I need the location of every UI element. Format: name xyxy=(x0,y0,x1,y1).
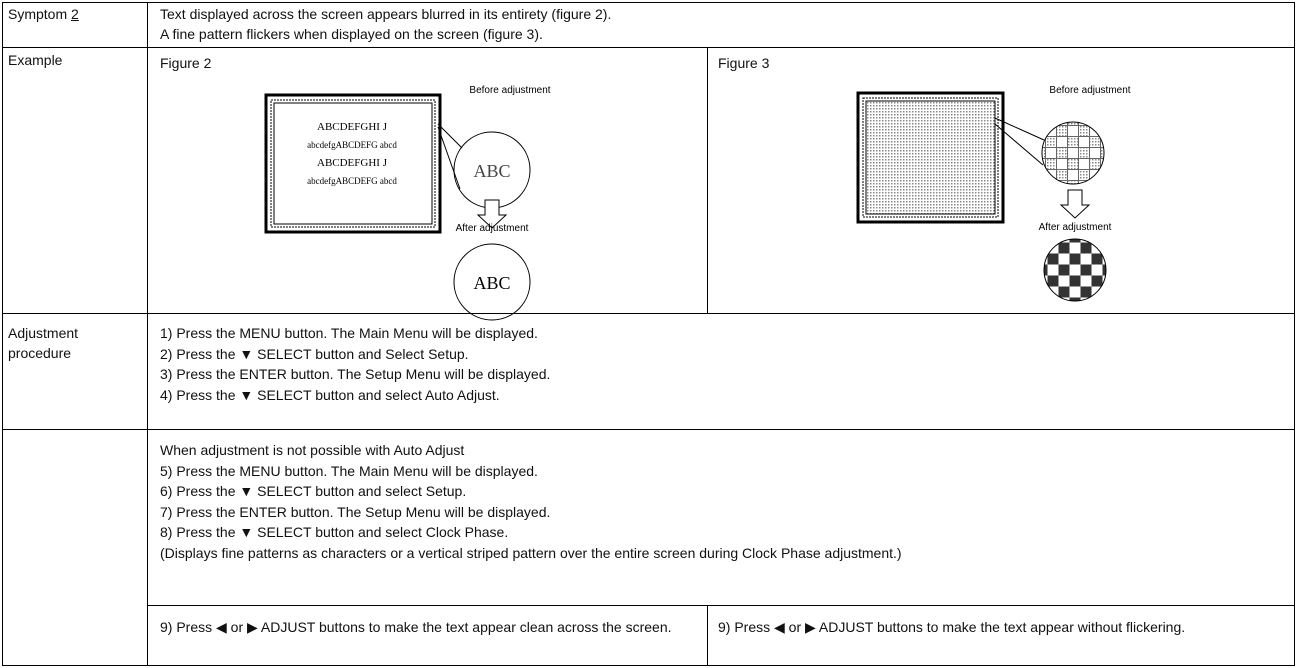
pattern-cell xyxy=(1069,297,1081,301)
heading: When adjustment is not possible with Aut… xyxy=(160,442,465,458)
pattern-cell xyxy=(1100,125,1104,137)
pattern-cell xyxy=(1042,169,1046,181)
row-label: Adjustment procedure xyxy=(8,325,79,361)
circle-text: ABC xyxy=(473,273,510,293)
circle-text: ABC xyxy=(473,161,510,181)
pattern-cell xyxy=(1078,125,1090,137)
pattern-cell xyxy=(1091,275,1103,287)
screen-text: ABCDEFGHI J xyxy=(317,157,388,169)
pattern-cell xyxy=(1056,169,1068,181)
figure-title: Figure 2 xyxy=(160,55,212,71)
pattern-cell xyxy=(1044,242,1048,254)
pattern-cell xyxy=(1089,158,1101,170)
pattern-cell xyxy=(1047,253,1059,265)
pattern-cell xyxy=(1056,125,1068,137)
pattern-cell xyxy=(1045,158,1057,170)
pattern-cell xyxy=(1056,147,1068,159)
step: 9) Press ◀ or ▶ ADJUST buttons to make t… xyxy=(718,619,1186,635)
pattern-cell xyxy=(1100,169,1104,181)
after-label: After adjustment xyxy=(456,223,529,234)
pattern-cell xyxy=(1080,264,1092,276)
pattern-cell xyxy=(1045,136,1057,148)
pattern-cell xyxy=(1058,242,1070,254)
after-label: After adjustment xyxy=(1039,222,1112,233)
pattern-cell xyxy=(1067,158,1079,170)
pattern-cell xyxy=(1078,169,1090,181)
pattern-cell xyxy=(1080,286,1092,298)
pattern-cell xyxy=(1067,122,1079,126)
row-label: Example xyxy=(8,52,63,68)
pattern-cell xyxy=(1067,180,1079,184)
text-line: A fine pattern flickers when displayed o… xyxy=(160,26,543,42)
pattern-cell xyxy=(1047,297,1059,301)
pattern-cell xyxy=(1069,239,1081,243)
step: 9) Press ◀ or ▶ ADJUST buttons to make t… xyxy=(160,619,672,635)
pattern-cell xyxy=(1069,253,1081,265)
pattern-cell xyxy=(1042,125,1046,137)
note: (Displays fine patterns as characters or… xyxy=(160,545,902,561)
step: 4) Press the ▼ SELECT button and select … xyxy=(160,387,500,403)
pattern-cell xyxy=(1102,242,1106,254)
pattern-cell xyxy=(1091,253,1103,265)
pattern-cell xyxy=(1044,286,1048,298)
row-label: Symptom 2 xyxy=(8,4,79,24)
pattern-cell xyxy=(1047,275,1059,287)
pattern-cell xyxy=(1069,275,1081,287)
screen-text: abcdefgABCDEFG abcd xyxy=(307,176,397,186)
pattern-cell xyxy=(1045,180,1057,184)
step: 5) Press the MENU button. The Main Menu … xyxy=(160,463,538,479)
symptom-number: 2 xyxy=(71,6,79,22)
figure-2 xyxy=(264,93,531,321)
pattern-cell xyxy=(1067,136,1079,148)
step: 3) Press the ENTER button. The Setup Men… xyxy=(160,366,551,382)
step: 1) Press the MENU button. The Main Menu … xyxy=(160,325,538,341)
step: 8) Press the ▼ SELECT button and select … xyxy=(160,524,509,540)
label: Symptom xyxy=(8,6,68,22)
pattern-cell xyxy=(1078,147,1090,159)
pattern-cell xyxy=(1058,264,1070,276)
pattern-cell xyxy=(1044,264,1048,276)
pattern-cell xyxy=(1042,147,1046,159)
before-label: Before adjustment xyxy=(1049,85,1130,96)
screen-text: ABCDEFGHI J xyxy=(317,121,388,133)
pattern-cell xyxy=(1091,297,1103,301)
pattern-cell xyxy=(1058,286,1070,298)
pattern-cell xyxy=(1102,264,1106,276)
pattern-cell xyxy=(1047,239,1059,243)
pattern-cell xyxy=(1045,122,1057,126)
screen-text: abcdefgABCDEFG abcd xyxy=(307,140,397,150)
pattern-cell xyxy=(1100,147,1104,159)
pattern-cell xyxy=(1089,122,1101,126)
pattern-cell xyxy=(1102,286,1106,298)
pattern-cell xyxy=(1089,136,1101,148)
figure-3 xyxy=(856,91,1107,302)
pattern-cell xyxy=(1091,239,1103,243)
figure-title: Figure 3 xyxy=(718,55,770,71)
before-label: Before adjustment xyxy=(469,85,550,96)
step: 6) Press the ▼ SELECT button and select … xyxy=(160,483,467,499)
step: 7) Press the ENTER button. The Setup Men… xyxy=(160,504,551,520)
text-line: Text displayed across the screen appears… xyxy=(160,6,612,22)
pattern-cell xyxy=(1080,242,1092,254)
pattern-cell xyxy=(1089,180,1101,184)
step: 2) Press the ▼ SELECT button and Select … xyxy=(160,346,469,362)
